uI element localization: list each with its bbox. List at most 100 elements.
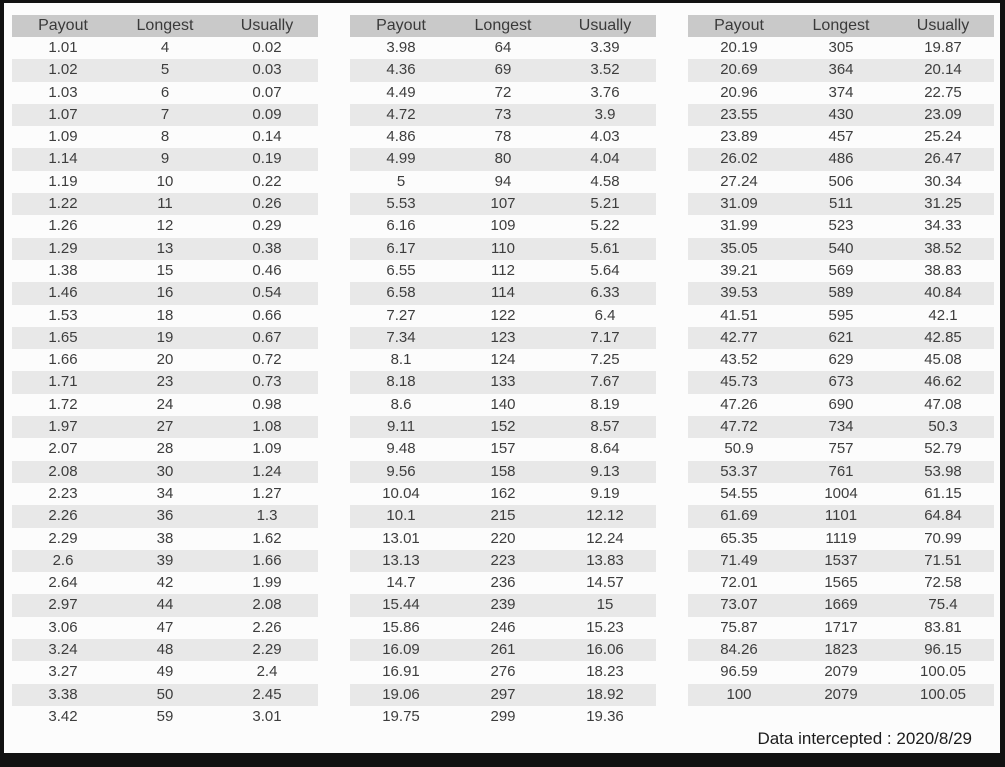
cell-usually: 47.08 [924, 395, 962, 413]
cell-longest: 223 [490, 551, 516, 569]
payout-tables-row: Payout Longest Usually 1.01 4 0.02 1.02 5 0.0… [12, 15, 994, 728]
cell-longest: 80 [494, 150, 512, 168]
cell-longest: 16 [156, 284, 174, 302]
cell-usually: 7.67 [590, 373, 620, 391]
cell-longest: 72 [494, 83, 512, 101]
table-row: 39.21 569 38.83 [688, 260, 994, 282]
cell-usually: 2.29 [252, 641, 282, 659]
cell-payout: 2.08 [48, 462, 78, 480]
cell-usually: 72.58 [924, 574, 962, 592]
cell-payout: 39.53 [720, 284, 758, 302]
cell-usually: 15 [596, 596, 614, 614]
table-row: 20.96 374 22.75 [688, 82, 994, 104]
cell-longest: 107 [490, 195, 516, 213]
cell-longest: 48 [156, 641, 174, 659]
cell-usually: 14.57 [586, 574, 624, 592]
cell-payout: 20.69 [720, 61, 758, 79]
cell-usually: 52.79 [924, 440, 962, 458]
table-body: 3.98 64 3.39 4.36 69 3.52 4.49 72 3.76 4.72 73 3.9 4… [350, 37, 656, 728]
cell-longest: 215 [490, 507, 516, 525]
cell-longest: 690 [828, 395, 854, 413]
cell-payout: 1.09 [48, 128, 78, 146]
cell-usually: 1.08 [252, 418, 282, 436]
cell-usually: 0.02 [252, 39, 282, 56]
cell-usually: 7.25 [590, 351, 620, 369]
cell-payout: 3.06 [48, 618, 78, 636]
table-row: 2.23 34 1.27 [12, 483, 318, 505]
cell-payout: 4.72 [386, 105, 416, 123]
table-row: 4.99 80 4.04 [350, 148, 656, 171]
cell-payout: 1.66 [48, 351, 78, 369]
table-row: 43.52 629 45.08 [688, 349, 994, 371]
cell-payout: 39.21 [720, 261, 758, 279]
table-row: 2.08 30 1.24 [12, 460, 318, 483]
payout-table-1: Payout Longest Usually 1.01 4 0.02 1.02 5 0.0… [12, 15, 318, 728]
cell-longest: 18 [156, 306, 174, 324]
cell-usually: 25.24 [924, 128, 962, 146]
cell-payout: 41.51 [720, 306, 758, 324]
cell-usually: 83.81 [924, 618, 962, 636]
cell-usually: 0.66 [252, 306, 282, 324]
table-body: 20.19 305 19.87 20.69 364 20.14 20.96 374 22.75 2… [688, 37, 994, 706]
cell-usually: 6.4 [594, 306, 616, 324]
table-row: 9.56 158 9.13 [350, 460, 656, 483]
cell-longest: 305 [828, 39, 854, 56]
cell-usually: 12.24 [586, 529, 624, 547]
cell-usually: 0.54 [252, 284, 282, 302]
cell-usually: 46.62 [924, 373, 962, 391]
cell-payout: 19.75 [382, 707, 420, 725]
cell-longest: 133 [490, 373, 516, 391]
table-row: 31.99 523 34.33 [688, 215, 994, 237]
cell-longest: 13 [156, 239, 174, 257]
cell-longest: 430 [828, 105, 854, 123]
header-row: Payout Longest Usually [688, 15, 994, 37]
cell-payout: 1.14 [48, 150, 78, 168]
cell-longest: 239 [490, 596, 516, 614]
cell-usually: 1.24 [252, 462, 282, 480]
cell-longest: 47 [156, 618, 174, 636]
table-row: 3.06 47 2.26 [12, 617, 318, 639]
column-header-longest: Longest [452, 15, 554, 37]
cell-payout: 61.69 [720, 507, 758, 525]
cell-payout: 50.9 [724, 440, 754, 458]
table-row: 4.72 73 3.9 [350, 103, 656, 127]
cell-payout: 47.26 [720, 395, 758, 413]
cell-usually: 45.08 [924, 351, 962, 369]
cell-usually: 4.04 [590, 150, 620, 168]
table-row: 19.06 297 18.92 [350, 683, 656, 706]
page-background: Payout Longest Usually 1.01 4 0.02 1.02 5 0.0… [4, 3, 1000, 753]
cell-longest: 2079 [824, 663, 858, 681]
table-row: 3.98 64 3.39 [350, 37, 656, 59]
table-row: 96.59 2079 100.05 [688, 661, 994, 683]
cell-payout: 1.01 [48, 39, 78, 56]
cell-usually: 34.33 [924, 217, 962, 235]
cell-usually: 5.22 [590, 217, 620, 235]
table-row: 3.24 48 2.29 [12, 639, 318, 662]
table-row: 10.1 215 12.12 [350, 505, 656, 528]
cell-longest: 236 [490, 574, 516, 592]
cell-longest: 761 [828, 462, 854, 480]
cell-usually: 0.98 [252, 395, 282, 413]
table-row: 1.72 24 0.98 [12, 394, 318, 416]
table-header: Payout Longest Usually [350, 15, 656, 37]
cell-payout: 5.53 [386, 195, 416, 213]
footer-note: Data intercepted : 2020/8/29 [757, 729, 972, 748]
cell-longest: 30 [156, 462, 174, 480]
cell-longest: 158 [490, 462, 516, 480]
table-row: 2.26 36 1.3 [12, 505, 318, 528]
cell-usually: 64.84 [924, 507, 962, 525]
cell-usually: 18.23 [586, 663, 624, 681]
column-header-usually: Usually [216, 15, 318, 37]
table-row: 8.1 124 7.25 [350, 349, 656, 371]
cell-payout: 20.19 [720, 39, 758, 56]
cell-longest: 42 [156, 574, 174, 592]
cell-longest: 11 [157, 195, 173, 213]
cell-usually: 0.73 [252, 373, 282, 391]
cell-payout: 4.36 [386, 61, 416, 79]
cell-longest: 261 [490, 641, 516, 659]
table-body: 1.01 4 0.02 1.02 5 0.03 1.03 6 0.07 1.07 7 0.09 1.09… [12, 37, 318, 728]
table-row: 26.02 486 26.47 [688, 148, 994, 171]
cell-payout: 35.05 [720, 239, 758, 257]
cell-usually: 0.72 [252, 351, 282, 369]
cell-payout: 1.46 [48, 284, 78, 302]
